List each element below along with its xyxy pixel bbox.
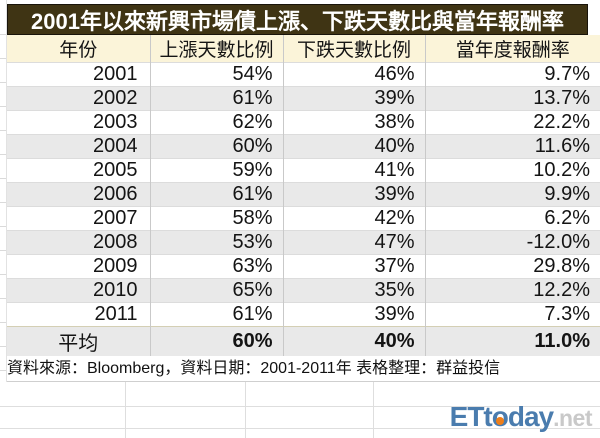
down-days-cell: 37%: [282, 254, 425, 279]
year-cell: 2008: [7, 230, 150, 255]
down-days-cell: 39%: [282, 86, 425, 111]
year-cell: 2001: [7, 62, 150, 87]
gridline-vertical: [125, 382, 126, 438]
up-days-cell: 63%: [149, 254, 283, 279]
table-row: 2008 53% 47% -12.0%: [7, 230, 600, 255]
return-cell: 6.2%: [424, 206, 600, 231]
year-cell: 2007: [7, 206, 150, 231]
return-cell: 9.7%: [424, 62, 600, 87]
return-cell: 10.2%: [424, 158, 600, 183]
gridline-horizontal: [0, 406, 600, 407]
table-row: 2001 54% 46% 9.7%: [7, 62, 600, 87]
ettoday-logo-o-smiley: o: [491, 401, 509, 432]
average-label-cell: 平均: [7, 326, 150, 356]
up-days-cell: 58%: [149, 206, 283, 231]
average-return-cell: 11.0%: [424, 326, 600, 356]
down-days-cell: 38%: [282, 110, 425, 135]
return-cell: 9.9%: [424, 182, 600, 207]
table-row: 2002 61% 39% 13.7%: [7, 86, 600, 111]
table-title: 2001年以來新興市場債上漲、下跌天數比與當年報酬率: [7, 4, 588, 35]
up-days-cell: 62%: [149, 110, 283, 135]
return-cell: 12.2%: [424, 278, 600, 303]
return-cell: 22.2%: [424, 110, 600, 135]
return-cell: -12.0%: [424, 230, 600, 255]
return-cell: 29.8%: [424, 254, 600, 279]
year-cell: 2009: [7, 254, 150, 279]
table-row: 2004 60% 40% 11.6%: [7, 134, 600, 159]
col-header-annual-return: 當年度報酬率: [424, 35, 600, 63]
year-cell: 2003: [7, 110, 150, 135]
up-days-cell: 65%: [149, 278, 283, 303]
up-days-cell: 61%: [149, 302, 283, 327]
table-row: 2005 59% 41% 10.2%: [7, 158, 600, 183]
table-row: 2010 65% 35% 12.2%: [7, 278, 600, 303]
down-days-cell: 35%: [282, 278, 425, 303]
year-cell: 2010: [7, 278, 150, 303]
average-up-days-cell: 60%: [149, 326, 283, 356]
return-cell: 13.7%: [424, 86, 600, 111]
down-days-cell: 39%: [282, 302, 425, 327]
col-header-year: 年份: [7, 35, 150, 63]
col-header-down-days: 下跌天數比例: [282, 35, 425, 63]
col-header-up-days: 上漲天數比例: [149, 35, 283, 63]
table-row: 2011 61% 39% 7.3%: [7, 302, 600, 327]
average-row: 平均 60% 40% 11.0%: [7, 326, 600, 356]
table-row: 2006 61% 39% 9.9%: [7, 182, 600, 207]
year-cell: 2005: [7, 158, 150, 183]
down-days-cell: 47%: [282, 230, 425, 255]
down-days-cell: 39%: [282, 182, 425, 207]
gridline-vertical: [373, 382, 374, 438]
year-cell: 2011: [7, 302, 150, 327]
up-days-cell: 59%: [149, 158, 283, 183]
up-days-cell: 54%: [149, 62, 283, 87]
average-down-days-cell: 40%: [282, 326, 425, 356]
year-cell: 2006: [7, 182, 150, 207]
down-days-cell: 40%: [282, 134, 425, 159]
spreadsheet-left-gutter: [0, 0, 7, 382]
down-days-cell: 41%: [282, 158, 425, 183]
empty-spreadsheet-grid: ETtoday.net: [0, 382, 600, 438]
down-days-cell: 42%: [282, 206, 425, 231]
up-days-cell: 61%: [149, 182, 283, 207]
emerging-market-bond-table: 年份 上漲天數比例 下跌天數比例 當年度報酬率 2001 54% 46% 9.7…: [7, 35, 600, 356]
gridline-vertical: [245, 382, 246, 438]
return-cell: 7.3%: [424, 302, 600, 327]
up-days-cell: 61%: [149, 86, 283, 111]
source-note: 資料來源：Bloomberg，資料日期：2001-2011年 表格整理：群益投信: [7, 356, 600, 382]
ettoday-logo: ETtoday.net: [449, 401, 593, 433]
ettoday-logo-text: day: [507, 401, 554, 432]
return-cell: 11.6%: [424, 134, 600, 159]
up-days-cell: 53%: [149, 230, 283, 255]
up-days-cell: 60%: [149, 134, 283, 159]
table-row: 2003 62% 38% 22.2%: [7, 110, 600, 135]
header-row: 年份 上漲天數比例 下跌天數比例 當年度報酬率: [7, 35, 600, 63]
table-row: 2009 63% 37% 29.8%: [7, 254, 600, 279]
gridline-horizontal: [0, 428, 600, 429]
year-cell: 2004: [7, 134, 150, 159]
table-row: 2007 58% 42% 6.2%: [7, 206, 600, 231]
down-days-cell: 46%: [282, 62, 425, 87]
ettoday-logo-net-suffix: .net: [553, 405, 592, 431]
ettoday-logo-text: ETt: [449, 401, 493, 432]
year-cell: 2002: [7, 86, 150, 111]
